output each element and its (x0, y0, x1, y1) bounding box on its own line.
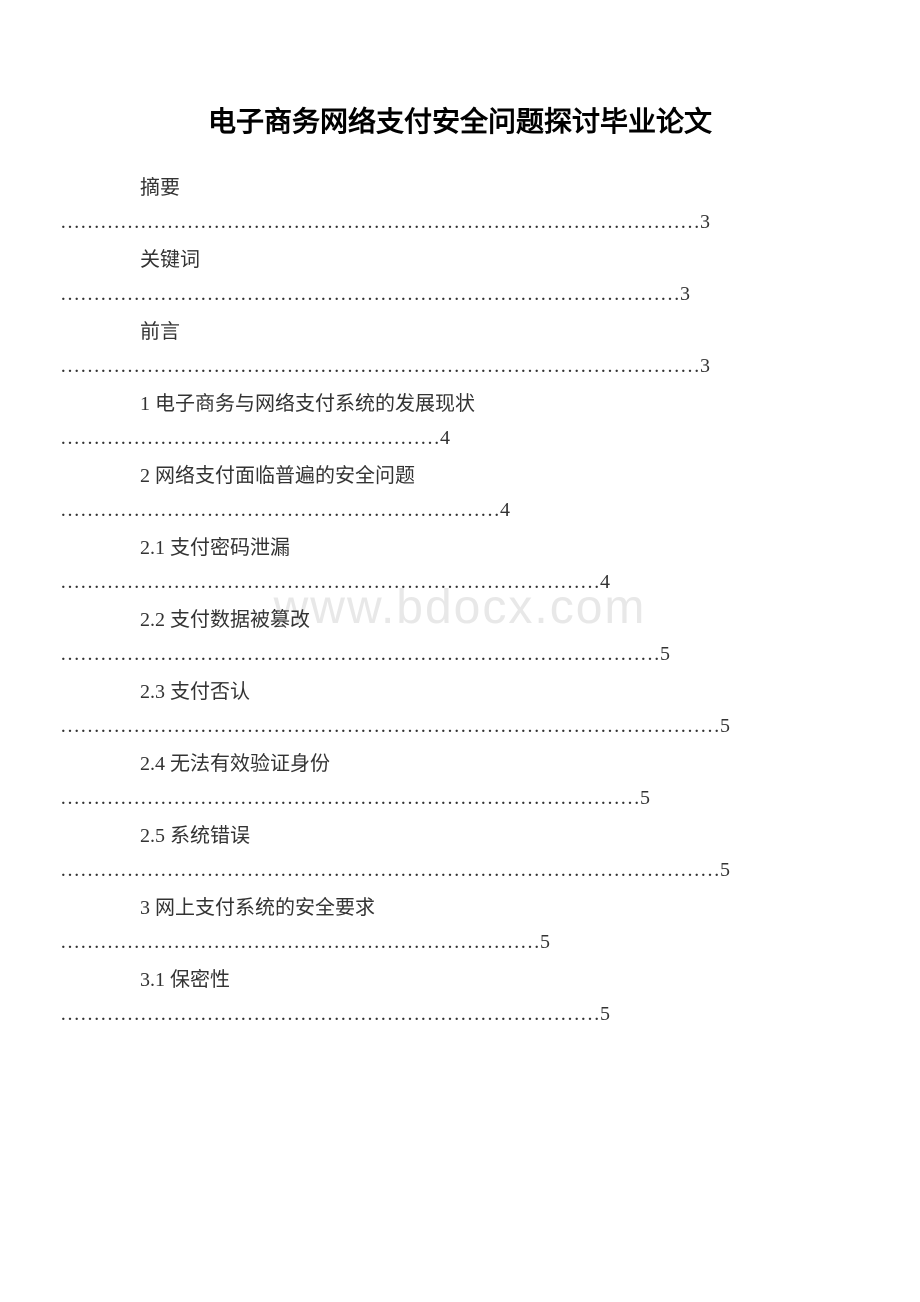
toc-entry-label: 2.2 支付数据被篡改 (60, 602, 860, 638)
toc-entry-label: 2.5 系统错误 (60, 818, 860, 854)
toc-entry: 3 网上支付系统的安全要求………………………………………………………………5 (60, 890, 860, 958)
document-page: 电子商务网络支付安全问题探讨毕业论文 摘要…………………………………………………… (0, 0, 920, 1094)
toc-entry-label: 3 网上支付系统的安全要求 (60, 890, 860, 926)
toc-entry-dots: ………………………………………………………………………………………5 (60, 854, 860, 886)
toc-entry-dots: ………………………………………………………………………4 (60, 566, 860, 598)
toc-entry-dots: ………………………………………………………………………5 (60, 998, 860, 1030)
toc-entry: 前言……………………………………………………………………………………3 (60, 314, 860, 382)
toc-entry-label: 3.1 保密性 (60, 962, 860, 998)
toc-entry: 2.2 支付数据被篡改……………………………………………………………………………… (60, 602, 860, 670)
toc-entry-dots: ………………………………………………………………………………5 (60, 638, 860, 670)
toc-entry-label: 2 网络支付面临普遍的安全问题 (60, 458, 860, 494)
toc-entry-label: 2.3 支付否认 (60, 674, 860, 710)
toc-entry-label: 1 电子商务与网络支付系统的发展现状 (60, 386, 860, 422)
toc-entry: 3.1 保密性………………………………………………………………………5 (60, 962, 860, 1030)
toc-entry: 2 网络支付面临普遍的安全问题…………………………………………………………4 (60, 458, 860, 526)
toc-entry-dots: ……………………………………………………………………………5 (60, 782, 860, 814)
toc-entry-dots: …………………………………………………………4 (60, 494, 860, 526)
toc-entry: 2.4 无法有效验证身份…………………………………………………………………………… (60, 746, 860, 814)
toc-entry-label: 2.1 支付密码泄漏 (60, 530, 860, 566)
toc-entry: 摘要……………………………………………………………………………………3 (60, 170, 860, 238)
toc-entry: 2.1 支付密码泄漏………………………………………………………………………4 (60, 530, 860, 598)
toc-entry-dots: ………………………………………………………………5 (60, 926, 860, 958)
toc-entry-label: 摘要 (60, 170, 860, 206)
toc-entry: 2.5 系统错误……………………………………………………………………………………… (60, 818, 860, 886)
table-of-contents: 摘要……………………………………………………………………………………3关键词……… (60, 170, 860, 1030)
document-title: 电子商务网络支付安全问题探讨毕业论文 (60, 100, 860, 140)
toc-entry-dots: …………………………………………………………………………………3 (60, 278, 860, 310)
toc-entry-label: 前言 (60, 314, 860, 350)
toc-entry-dots: ………………………………………………………………………………………5 (60, 710, 860, 742)
toc-entry-dots: …………………………………………………4 (60, 422, 860, 454)
toc-entry: 2.3 支付否认……………………………………………………………………………………… (60, 674, 860, 742)
toc-entry-label: 关键词 (60, 242, 860, 278)
toc-entry-dots: ……………………………………………………………………………………3 (60, 206, 860, 238)
toc-entry: 关键词…………………………………………………………………………………3 (60, 242, 860, 310)
toc-entry: 1 电子商务与网络支付系统的发展现状…………………………………………………4 (60, 386, 860, 454)
toc-entry-label: 2.4 无法有效验证身份 (60, 746, 860, 782)
toc-entry-dots: ……………………………………………………………………………………3 (60, 350, 860, 382)
